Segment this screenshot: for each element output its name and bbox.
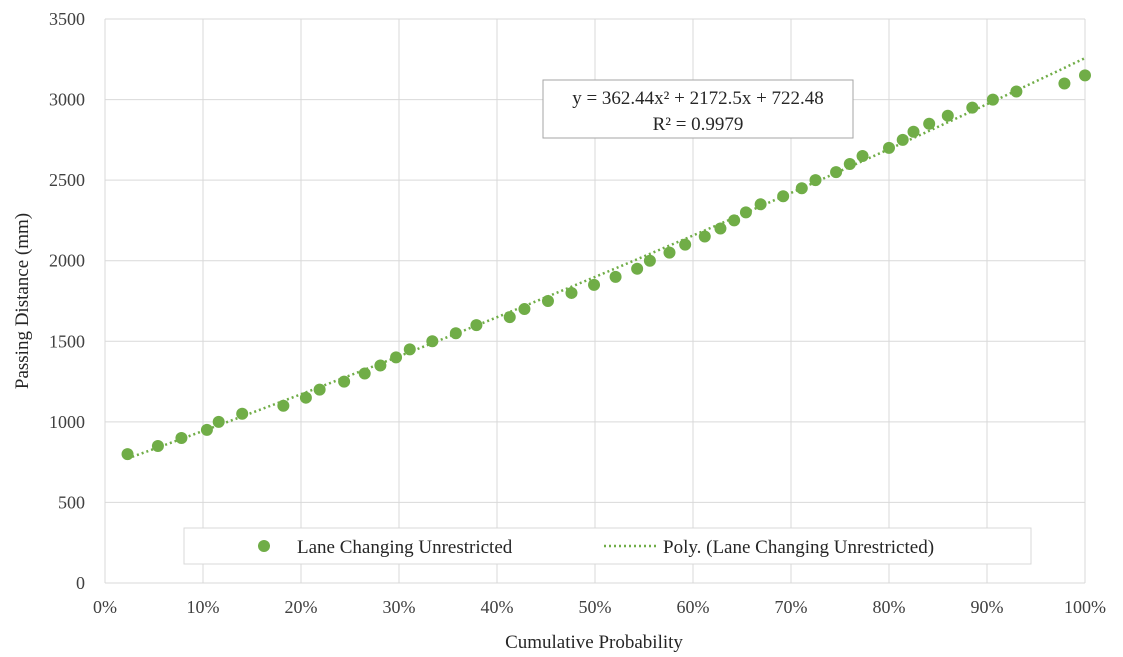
legend-label-trendline: Poly. (Lane Changing Unrestricted) (663, 537, 934, 558)
x-tick-label: 70% (775, 597, 808, 617)
x-tick-label: 90% (971, 597, 1004, 617)
data-point (426, 335, 439, 348)
y-tick-label: 0 (76, 573, 85, 593)
data-point (907, 125, 920, 138)
y-tick-label: 3500 (49, 9, 85, 29)
data-point (777, 190, 790, 203)
data-point (739, 206, 752, 219)
data-point (1079, 69, 1091, 82)
grid-lines (104, 18, 1086, 584)
data-point (151, 440, 164, 453)
data-point (966, 101, 979, 114)
data-point (503, 311, 516, 324)
trendline-layer (127, 56, 1086, 460)
data-point (565, 286, 578, 299)
data-point (175, 431, 188, 444)
x-tick-label: 0% (93, 597, 117, 617)
data-point (277, 399, 290, 412)
data-point (588, 278, 601, 291)
x-tick-label: 60% (677, 597, 710, 617)
equation-box: y = 362.44x² + 2172.5x + 722.48 R² = 0.9… (542, 79, 854, 139)
x-tick-label: 10% (187, 597, 220, 617)
data-point (754, 198, 767, 211)
data-point (236, 407, 249, 420)
data-point (896, 133, 909, 146)
data-point (1058, 77, 1071, 90)
data-point (795, 182, 808, 195)
data-point (663, 246, 676, 259)
data-point (470, 319, 483, 332)
data-point (449, 327, 462, 340)
x-tick-label: 40% (481, 597, 514, 617)
x-tick-label: 100% (1064, 597, 1106, 617)
x-tick-label: 80% (873, 597, 906, 617)
trendline-curve (127, 56, 1086, 460)
y-tick-label: 2000 (49, 251, 85, 271)
legend-label-series: Lane Changing Unrestricted (297, 537, 513, 558)
data-point (809, 174, 822, 187)
data-point (358, 367, 371, 380)
data-point (843, 158, 856, 171)
data-point (518, 303, 531, 316)
trendline-equation: y = 362.44x² + 2172.5x + 722.48 (572, 88, 824, 109)
data-point (698, 230, 711, 243)
data-point (609, 270, 622, 283)
y-tick-label: 3000 (49, 90, 85, 110)
data-point (714, 222, 727, 235)
data-point (374, 359, 387, 372)
data-point (923, 117, 936, 130)
r-squared-label: R² = 0.9979 (653, 114, 744, 135)
data-point (212, 415, 225, 428)
y-axis-ticks: 0 500 1000 1500 2000 2500 3000 3500 (49, 9, 85, 593)
data-point (941, 109, 954, 122)
data-point (679, 238, 692, 251)
data-point (121, 448, 134, 461)
data-point (200, 423, 213, 436)
data-point (643, 254, 656, 267)
y-tick-label: 2500 (49, 170, 85, 190)
data-point (728, 214, 741, 227)
legend-marker-scatter (258, 540, 270, 552)
data-point (856, 149, 869, 162)
data-point (403, 343, 416, 356)
data-point (313, 383, 326, 396)
data-points (121, 69, 1091, 461)
x-tick-label: 30% (383, 597, 416, 617)
data-point (299, 391, 312, 404)
data-point (541, 295, 554, 307)
data-point (338, 375, 351, 388)
x-tick-label: 20% (285, 597, 318, 617)
x-axis-title: Cumulative Probability (505, 632, 683, 653)
data-point (631, 262, 644, 275)
y-tick-label: 500 (58, 492, 85, 512)
y-tick-label: 1500 (49, 331, 85, 351)
data-point (883, 141, 895, 154)
y-tick-label: 1000 (49, 412, 85, 432)
y-axis-title: Passing Distance (mm) (12, 213, 33, 389)
data-point (1010, 85, 1023, 98)
x-tick-label: 50% (579, 597, 612, 617)
x-axis-ticks: 0% 10% 20% 30% 40% 50% 60% 70% 80% 90% 100% (93, 597, 1106, 617)
legend: Lane Changing Unrestricted Poly. (Lane C… (183, 527, 1032, 565)
data-point (830, 166, 843, 179)
data-point (390, 351, 403, 364)
data-point (986, 93, 999, 106)
